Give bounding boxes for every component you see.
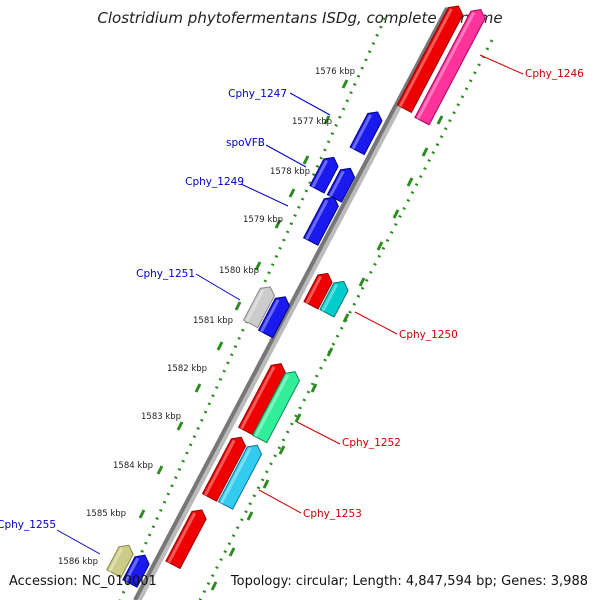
outer-tick-mark	[254, 261, 262, 271]
inner-tick-mark	[262, 479, 270, 489]
gene-arrow	[106, 544, 134, 578]
outer-tick-mark	[216, 341, 224, 351]
outer-tick-mark	[274, 219, 282, 229]
outer-tick-mark	[323, 115, 331, 125]
inner-tick-mark	[246, 511, 254, 521]
gene-label-leader	[354, 311, 398, 335]
kbp-tick-label: 1586 kbp	[58, 557, 98, 567]
backbone-shadow	[134, 6, 454, 600]
gene-label-leader	[289, 92, 331, 116]
inner-tick-mark	[358, 277, 366, 287]
gene-arrow	[303, 272, 333, 310]
inner-tick-mark	[278, 445, 286, 455]
accession-label: Accession: NC_010001	[9, 574, 157, 589]
outer-tick-mark	[176, 421, 184, 431]
gene-arrow	[201, 436, 247, 502]
kbp-tick-label: 1584 kbp	[113, 461, 153, 471]
outer-tick-mark	[234, 301, 242, 311]
gene-arrow	[319, 280, 349, 318]
gene-arrow-highlight	[351, 114, 372, 150]
gene-arrow-highlight	[124, 557, 140, 582]
kbp-tick-label: 1581 kbp	[193, 316, 233, 326]
inner-tick-mark	[326, 347, 334, 357]
gene-arrow-highlight	[240, 366, 276, 430]
gene-arrow	[414, 9, 486, 126]
gene-arrow-highlight	[260, 299, 280, 333]
kbp-tick-label: 1579 kbp	[243, 215, 283, 225]
gene-arrow	[251, 371, 300, 444]
gene-label: Cphy_1249	[185, 176, 244, 188]
inner-tick-mark	[436, 115, 444, 125]
gene-arrow-highlight	[245, 289, 265, 323]
gene-label: Cphy_1252	[342, 437, 401, 449]
outer-tick-mark	[302, 155, 310, 165]
gene-label-leader	[265, 144, 307, 168]
gene-label-leader	[258, 489, 302, 514]
kbp-tick-label: 1578 kbp	[270, 167, 310, 177]
gene-arrow	[217, 444, 263, 510]
gene-arrow	[237, 363, 286, 436]
outer-tick-mark	[341, 79, 349, 89]
inner-tick-mark	[228, 547, 236, 557]
gene-arrow	[396, 5, 464, 114]
inner-tick-mark	[310, 383, 318, 393]
inner-tick-mark	[210, 581, 218, 591]
gene-arrow	[349, 111, 383, 156]
topology-summary: Topology: circular; Length: 4,847,594 bp…	[230, 574, 588, 589]
inner-tick-mark	[376, 241, 384, 251]
inner-tick-mark	[406, 177, 414, 187]
gene-label-leader	[56, 529, 101, 555]
gene-arrow	[165, 509, 207, 570]
kbp-tick-label: 1580 kbp	[219, 266, 259, 276]
gene-label: spoVFB	[226, 137, 265, 149]
outer-tick-mark	[138, 509, 146, 519]
gene-label: Cphy_1247	[228, 88, 287, 100]
gene-arrow-highlight	[328, 170, 345, 197]
gene-arrow	[302, 196, 339, 246]
map-title: Clostridium phytofermentans ISDg, comple…	[97, 9, 503, 27]
inner-tick-mark	[392, 209, 400, 219]
gene-arrow-highlight	[416, 11, 476, 120]
kbp-tick-label: 1582 kbp	[167, 364, 207, 374]
gene-arrow-highlight	[305, 199, 329, 240]
inner-tick-mark	[294, 413, 302, 423]
gene-arrow-highlight	[398, 8, 453, 108]
inner-tick-mark	[421, 147, 429, 157]
gene-arrow-highlight	[167, 512, 197, 564]
gene-arrow-highlight	[219, 447, 252, 504]
kbp-tick-label: 1585 kbp	[86, 509, 126, 519]
gene-label: Cphy_1246	[525, 68, 584, 80]
gene-arrow	[122, 554, 150, 588]
gene-label-leader	[296, 421, 341, 445]
gene-arrow	[326, 167, 356, 203]
gene-arrow-highlight	[321, 283, 339, 312]
genome-backbone	[133, 7, 449, 600]
gene-label: Cphy_1253	[303, 508, 362, 520]
gene-label: Cphy_1250	[399, 329, 458, 341]
gene-label-leader	[195, 273, 241, 301]
kbp-tick-label: 1583 kbp	[141, 412, 181, 422]
kbp-tick-label: 1576 kbp	[315, 67, 355, 77]
gene-arrow-highlight	[305, 275, 323, 304]
gene-arrow-highlight	[108, 547, 124, 572]
gene-arrow	[257, 296, 291, 339]
kbp-tick-label: 1577 kbp	[292, 117, 332, 127]
gene-arrow-highlight	[203, 439, 236, 496]
outer-tick-mark	[194, 383, 202, 393]
gene-label: Cphy_1255	[0, 519, 56, 531]
inner-tick-mark	[342, 313, 350, 323]
gene-label: Cphy_1251	[136, 268, 195, 280]
outer-dot-track	[118, 17, 387, 600]
gene-arrow	[309, 156, 339, 194]
gene-arrow	[242, 286, 276, 329]
gene-label-leader	[240, 183, 289, 207]
outer-tick-mark	[288, 188, 296, 198]
gene-arrow-highlight	[254, 374, 290, 438]
gene-arrow-highlight	[311, 159, 329, 188]
gene-label-leader	[479, 54, 524, 75]
outer-tick-mark	[156, 465, 164, 475]
